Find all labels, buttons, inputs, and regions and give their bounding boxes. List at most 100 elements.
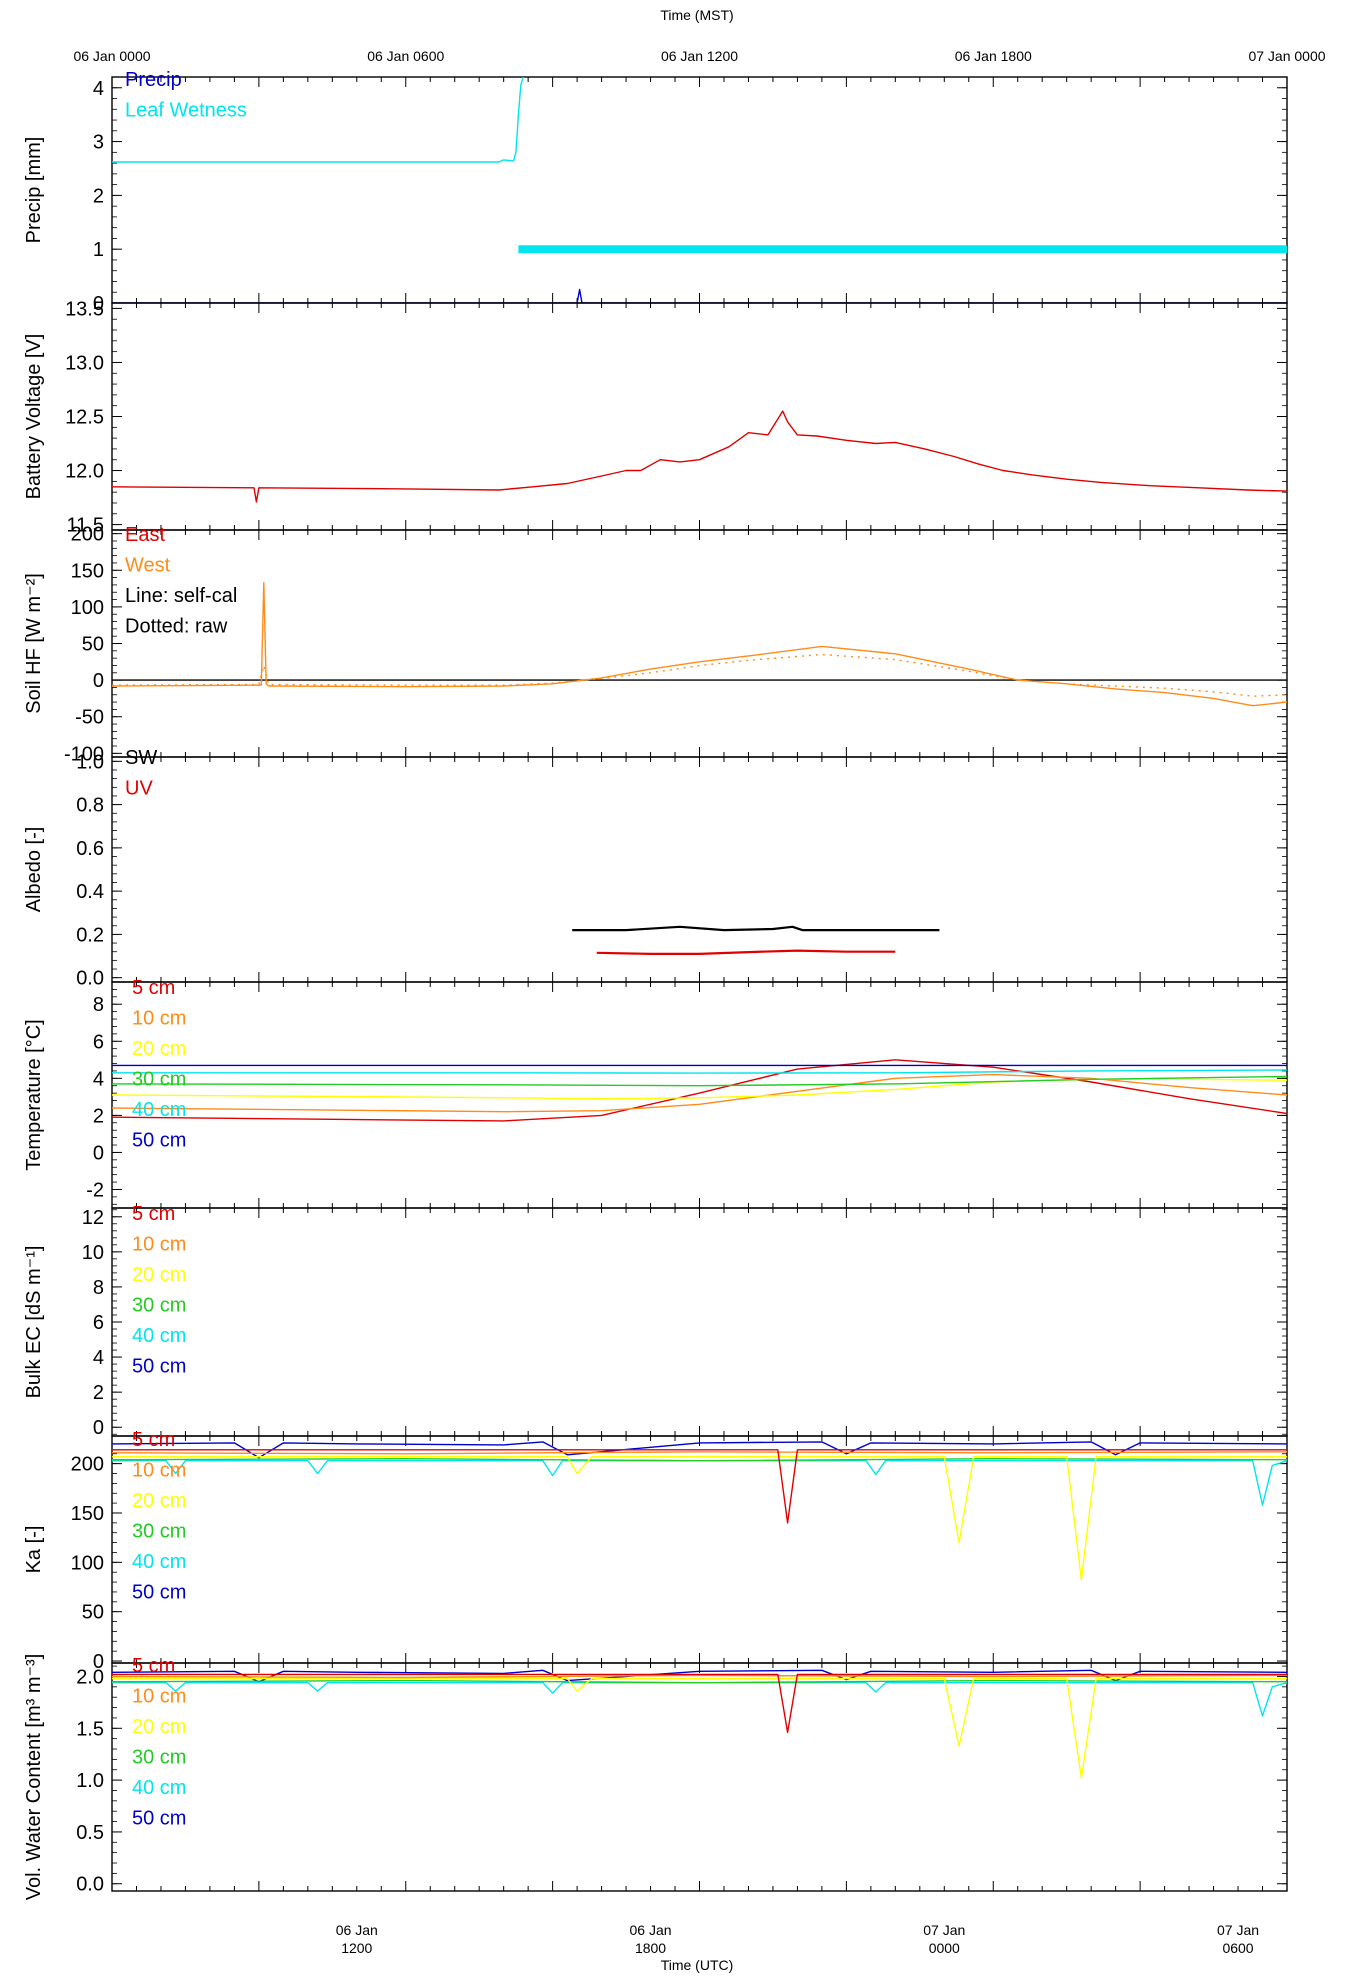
y-tick-label: 13.0 [65,352,104,374]
legend-entry: Precip [125,69,182,91]
series-10-cm [112,1451,1287,1455]
y-axis-label: Bulk EC [dS m⁻¹] [23,1246,45,1399]
y-tick-label: 6 [93,1031,104,1053]
y-tick-label: 0.0 [76,1874,104,1896]
legend-entry: 20 cm [132,1038,186,1060]
y-tick-label: 0.6 [76,838,104,860]
y-axis-label: Temperature [°C] [23,1019,45,1170]
y-tick-label: 3 [93,132,104,154]
legend-entry: 50 cm [132,1582,186,1604]
series-5-cm [112,1673,1287,1734]
legend-entry: 5 cm [132,1655,175,1677]
series-group [112,410,1287,503]
series-30-cm [112,1075,1287,1087]
y-tick-label: 0.2 [76,924,104,946]
y-tick-label: 100 [71,1552,104,1574]
y-axis-label: Albedo [-] [23,827,45,913]
legend-entry: 20 cm [132,1264,186,1286]
y-tick-label: 100 [71,597,104,619]
legend-entry: 10 cm [132,1460,186,1482]
top-tick-label: 06 Jan 1200 [661,48,738,64]
y-tick-label: 8 [93,994,104,1016]
legend-entry: 10 cm [132,1008,186,1030]
x-tick-marks [111,77,1288,303]
y-ticks: 0 1 2 3 4 [93,76,1287,315]
bottom-time-ticks: 06 Jan 1200 06 Jan 1800 07 Jan 0000 07 Jan 0600 [336,1922,1259,1956]
series-leaf-wetness [112,77,524,163]
legend-entry: 50 cm [132,1130,186,1152]
series-west-raw [112,653,1287,697]
y-tick-label: 12.0 [65,461,104,483]
bottom-axis-title: Time (UTC) [661,1957,734,1973]
series-battery-voltage [112,410,1287,503]
panel-frame [111,1207,1288,1437]
y-tick-label: 200 [71,524,104,546]
y-tick-label: 13.5 [65,298,104,320]
series-40-cm [112,1069,1287,1074]
legend: East West Line: self-cal Dotted: raw [125,524,237,638]
x-tick-marks [111,1663,1288,1891]
legend-entry: 40 cm [132,1325,186,1347]
y-tick-label: 0 [93,293,104,315]
series-group [112,1669,1287,1779]
series-uv [596,949,896,956]
legend-entry: 30 cm [132,1521,186,1543]
legend-entry: 40 cm [132,1777,186,1799]
x-tick-marks [111,530,1288,757]
y-tick-label: -2 [86,1179,104,1201]
bottom-tick-label-time: 0000 [929,1940,960,1956]
y-axis-label: Ka [-] [23,1526,45,1574]
y-tick-label: 50 [82,634,104,656]
y-tick-label: 200 [71,1454,104,1476]
y-tick-label: 2 [93,1382,104,1404]
y-tick-label: 50 [82,1602,104,1624]
panel-frame [111,529,1288,758]
legend-entry: 50 cm [132,1808,186,1830]
series-20-cm [112,1078,1287,1100]
legend-entry: 40 cm [132,1551,186,1573]
y-tick-label: 12.5 [65,407,104,429]
y-tick-label: 0.8 [76,795,104,817]
top-axis-title: Time (MST) [660,7,733,23]
y-axis-label: Vol. Water Content [m³ m⁻³] [23,1654,45,1901]
legend-entry: West [125,555,171,577]
y-tick-label: 11.5 [67,515,104,537]
panel-8: 0.0 0.5 1.0 1.5 2.0 Vol. Water Content [m³ m⁻… [23,1654,1288,1901]
panel-7: 0 50 100 150 200 Ka [-] 5 cm 10 cm 20 cm 30 cm 40 … [23,1429,1288,1673]
y-tick-label: 1 [93,239,104,261]
y-tick-label: -100 [64,743,104,765]
top-tick-label: 06 Jan 1800 [955,48,1032,64]
panel-4: 0.0 0.2 0.4 0.6 0.8 1.0 Albedo [-] SW UV [23,747,1288,990]
y-tick-label: 1.0 [76,1770,104,1792]
series-sw [572,925,940,932]
series-group [572,925,940,956]
panel-frame [111,1662,1288,1892]
bottom-tick-label-day: 06 Jan [630,1922,672,1938]
y-tick-label: 12 [82,1207,104,1229]
y-tick-label: 0 [93,1142,104,1164]
y-tick-label: 2.0 [76,1666,104,1688]
series-group [112,1059,1287,1122]
x-tick-marks [111,303,1288,530]
x-tick-marks [111,757,1288,982]
series-west-self-cal [112,582,1287,707]
series-group [112,1441,1287,1581]
legend-entry: UV [125,778,153,800]
series-group [112,77,1287,303]
legend-entry: 30 cm [132,1295,186,1317]
panel-2: 11.5 12.0 12.5 13.0 13.5 Battery Voltage [V] [23,298,1288,537]
legend-entry: 10 cm [132,1686,186,1708]
y-tick-label: 4 [93,78,104,100]
y-tick-label: 4 [93,1068,104,1090]
panel-frame [111,302,1288,531]
legend-entry: 10 cm [132,1234,186,1256]
series-group [112,582,1287,707]
bottom-tick-label-time: 1200 [341,1940,372,1956]
top-tick-label: 07 Jan 0000 [1248,48,1325,64]
series-5-cm [112,1059,1287,1122]
top-tick-label: 06 Jan 0600 [367,48,444,64]
series-precip [112,288,1287,303]
bottom-tick-label-time: 0600 [1222,1940,1253,1956]
panel-6: 0 2 4 6 8 10 12 Bulk EC [dS m⁻¹] 5 cm 10 cm 20 cm 3… [23,1203,1288,1439]
